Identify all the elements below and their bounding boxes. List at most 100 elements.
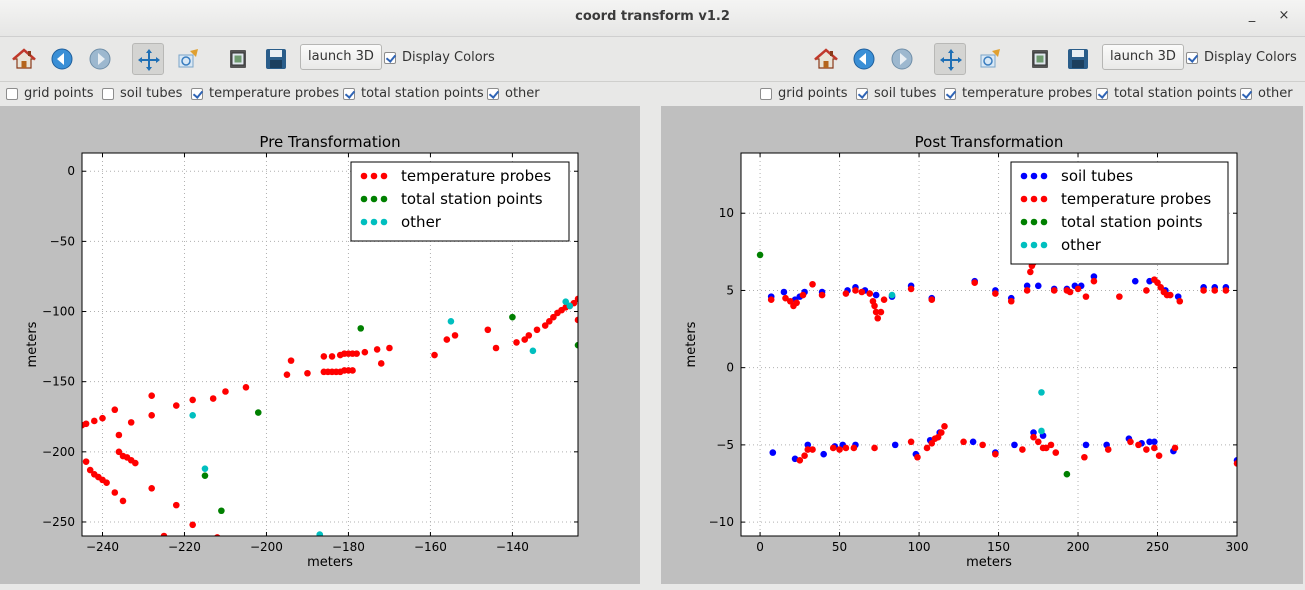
filter-label: total station points bbox=[361, 86, 484, 101]
legend-marker bbox=[370, 195, 378, 203]
close-button[interactable]: × bbox=[1278, 8, 1290, 23]
data-point bbox=[850, 444, 858, 452]
axes-frame bbox=[81, 152, 579, 537]
data-point bbox=[566, 302, 574, 310]
data-point bbox=[1034, 438, 1042, 446]
configure-icon[interactable] bbox=[222, 43, 254, 75]
y-tick-label: −250 bbox=[42, 515, 75, 529]
filter-grid-points[interactable]: grid points bbox=[760, 86, 848, 101]
filter-soil-tubes[interactable]: soil tubes bbox=[856, 86, 936, 101]
pan-icon[interactable] bbox=[132, 43, 164, 75]
data-point bbox=[809, 446, 816, 453]
data-point bbox=[377, 360, 385, 367]
data-point bbox=[804, 441, 812, 449]
data-point bbox=[1143, 287, 1150, 294]
data-point bbox=[119, 497, 127, 505]
launch-3d-button[interactable]: launch 3D bbox=[300, 44, 382, 70]
data-point bbox=[858, 288, 866, 296]
data-point bbox=[189, 396, 196, 404]
filter-other[interactable]: other bbox=[1240, 86, 1293, 101]
legend-marker bbox=[370, 172, 378, 180]
filter-total-station-points[interactable]: total station points bbox=[343, 86, 484, 101]
data-point bbox=[447, 318, 455, 325]
data-point bbox=[1038, 427, 1045, 435]
launch-3d-button[interactable]: launch 3D bbox=[1102, 44, 1184, 70]
data-point bbox=[1047, 441, 1055, 449]
checkbox-icon bbox=[191, 87, 203, 100]
data-point bbox=[201, 465, 209, 472]
zoom-edit-icon[interactable] bbox=[172, 43, 204, 75]
data-point bbox=[574, 316, 578, 324]
display-colors-checkbox[interactable]: Display Colors bbox=[384, 50, 495, 65]
filter-temperature-probes[interactable]: temperature probes bbox=[944, 86, 1092, 101]
data-point bbox=[357, 325, 365, 332]
back-icon[interactable] bbox=[848, 43, 880, 75]
checkbox-check-icon bbox=[384, 51, 396, 64]
filter-soil-tubes[interactable]: soil tubes bbox=[102, 86, 182, 101]
filter-label: temperature probes bbox=[962, 86, 1093, 101]
data-point bbox=[209, 395, 217, 402]
back-icon[interactable] bbox=[46, 43, 78, 75]
forward-icon[interactable] bbox=[886, 43, 918, 75]
data-point bbox=[1151, 444, 1158, 452]
data-point bbox=[866, 290, 874, 297]
filter-label: grid points bbox=[24, 86, 94, 101]
data-point bbox=[871, 444, 878, 452]
pre-transformation-panel[interactable]: −240 −220 −200 −180 −160 −140 0 −50 −100 −150 −200… bbox=[0, 106, 640, 584]
data-point bbox=[1023, 282, 1031, 290]
data-point bbox=[1066, 288, 1074, 296]
checkbox-icon bbox=[102, 87, 114, 100]
data-point bbox=[842, 290, 850, 297]
legend-marker bbox=[1040, 172, 1048, 180]
save-icon[interactable] bbox=[260, 43, 292, 75]
data-point bbox=[131, 459, 139, 467]
filter-label: temperature probes bbox=[209, 86, 340, 101]
filter-total-station-points[interactable]: total station points bbox=[1096, 86, 1237, 101]
pre-transformation-chart[interactable]: −240 −220 −200 −180 −160 −140 0 −50 −100 −150 −200… bbox=[0, 106, 640, 584]
data-point bbox=[1116, 293, 1123, 300]
post-transformation-panel[interactable]: 0 50 100 150 200 250 300 10 5 0 −5 −10 Post Transfor… bbox=[661, 106, 1303, 584]
data-point bbox=[189, 521, 196, 529]
data-point bbox=[304, 369, 311, 377]
filter-grid-points[interactable]: grid points bbox=[6, 86, 94, 101]
data-point bbox=[82, 458, 90, 465]
minimize-button[interactable]: _ bbox=[1248, 8, 1256, 23]
data-point bbox=[1151, 438, 1158, 446]
forward-icon[interactable] bbox=[84, 43, 116, 75]
data-point bbox=[361, 348, 369, 356]
display-colors-checkbox[interactable]: Display Colors bbox=[1186, 50, 1297, 65]
filter-label: other bbox=[1258, 86, 1293, 101]
data-point bbox=[529, 347, 537, 355]
data-point bbox=[574, 341, 578, 349]
data-point bbox=[818, 291, 826, 299]
y-axis-label: meters bbox=[684, 321, 699, 367]
data-point bbox=[148, 412, 155, 419]
legend-marker bbox=[1020, 172, 1028, 180]
legend-marker bbox=[1020, 195, 1028, 203]
data-point bbox=[525, 332, 533, 339]
legend-label: temperature probes bbox=[401, 167, 551, 185]
data-point bbox=[148, 392, 155, 400]
data-point bbox=[888, 291, 896, 299]
home-icon[interactable] bbox=[810, 43, 842, 75]
configure-icon[interactable] bbox=[1024, 43, 1056, 75]
legend-marker bbox=[1020, 241, 1028, 249]
data-point bbox=[1171, 444, 1179, 452]
data-point bbox=[541, 322, 549, 329]
data-point bbox=[804, 446, 812, 453]
data-point bbox=[546, 318, 553, 325]
pan-icon[interactable] bbox=[934, 43, 966, 75]
legend: soil tubes temperature probes total statio… bbox=[1010, 161, 1229, 265]
data-point bbox=[801, 452, 808, 459]
y-tick-label: −5 bbox=[716, 438, 734, 452]
filter-temperature-probes[interactable]: temperature probes bbox=[191, 86, 339, 101]
filter-other[interactable]: other bbox=[487, 86, 540, 101]
data-point bbox=[1146, 438, 1153, 446]
zoom-edit-icon[interactable] bbox=[974, 43, 1006, 75]
save-icon[interactable] bbox=[1062, 43, 1094, 75]
home-icon[interactable] bbox=[8, 43, 40, 75]
data-point bbox=[283, 371, 291, 378]
data-point bbox=[1135, 441, 1142, 449]
data-point bbox=[1143, 446, 1150, 453]
